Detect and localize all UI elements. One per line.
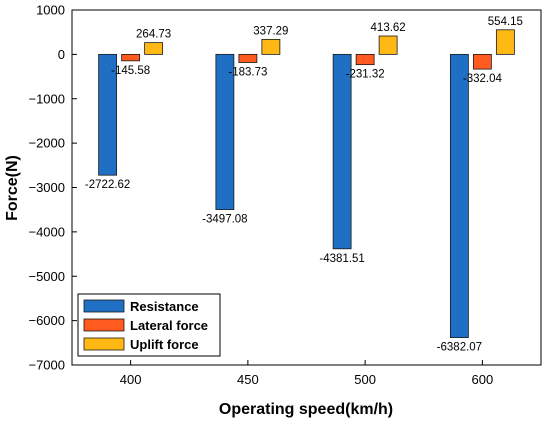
data-label: -4381.51 bbox=[319, 253, 364, 265]
y-tick-label: −7000 bbox=[28, 358, 65, 373]
legend-swatch bbox=[83, 318, 125, 332]
data-label: -183.73 bbox=[228, 67, 267, 79]
data-label: 264.73 bbox=[136, 29, 171, 41]
x-tick-label: 450 bbox=[237, 372, 259, 387]
legend-swatch bbox=[83, 299, 125, 313]
legend-label: Lateral force bbox=[130, 318, 208, 333]
x-tick-label: 500 bbox=[354, 372, 376, 387]
bar-uplift-force bbox=[144, 42, 164, 55]
data-label: 337.29 bbox=[253, 25, 288, 37]
x-axis-title: Operating speed(km/h) bbox=[219, 401, 393, 418]
data-labels-layer: -2722.62 -145.58 264.73 -3497.08 -183.73 337.… bbox=[85, 16, 523, 354]
y-tick-label: 1000 bbox=[36, 3, 65, 18]
data-label: -3497.08 bbox=[202, 214, 247, 226]
y-tick-label: −6000 bbox=[28, 313, 65, 328]
y-tick-label: −2000 bbox=[28, 136, 65, 151]
bar-uplift-force bbox=[378, 35, 398, 55]
legend-label: Uplift force bbox=[130, 337, 199, 352]
x-tick-label: 600 bbox=[472, 372, 494, 387]
data-label: 554.15 bbox=[488, 16, 523, 28]
data-label: -2722.62 bbox=[85, 179, 130, 191]
bar-lateral-force bbox=[472, 53, 492, 70]
bars-layer bbox=[98, 29, 515, 338]
data-label: -332.04 bbox=[463, 73, 503, 85]
bar-resistance bbox=[215, 53, 235, 210]
bar-resistance bbox=[98, 53, 118, 176]
y-tick-label: −5000 bbox=[28, 269, 65, 284]
bar-lateral-force bbox=[121, 53, 141, 62]
y-tick-label: −4000 bbox=[28, 224, 65, 239]
legend: Resistance Lateral force Uplift force bbox=[77, 293, 221, 357]
y-tick-label: 0 bbox=[58, 47, 65, 62]
x-tick-label: 400 bbox=[120, 372, 142, 387]
bar-lateral-force bbox=[238, 53, 258, 63]
bar-lateral-force bbox=[355, 53, 375, 66]
data-label: 413.62 bbox=[371, 22, 406, 34]
data-label: -6382.07 bbox=[437, 342, 482, 354]
bar-resistance bbox=[449, 53, 469, 338]
x-axis: 400 450 500 600 bbox=[120, 360, 493, 387]
y-axis: 1000 0 −1000 −2000 −3000 −4000 −5000 −6000 −7000 bbox=[28, 3, 77, 373]
data-label: -231.32 bbox=[346, 69, 385, 81]
bar-uplift-force bbox=[261, 39, 281, 55]
bar-resistance bbox=[332, 53, 352, 250]
data-label: -145.58 bbox=[111, 65, 150, 77]
y-tick-label: −3000 bbox=[28, 180, 65, 195]
legend-swatch bbox=[83, 337, 125, 351]
y-axis-title: Force(N) bbox=[4, 155, 21, 221]
legend-label: Resistance bbox=[130, 299, 199, 314]
y-tick-label: −1000 bbox=[28, 91, 65, 106]
bar-uplift-force bbox=[495, 29, 515, 55]
